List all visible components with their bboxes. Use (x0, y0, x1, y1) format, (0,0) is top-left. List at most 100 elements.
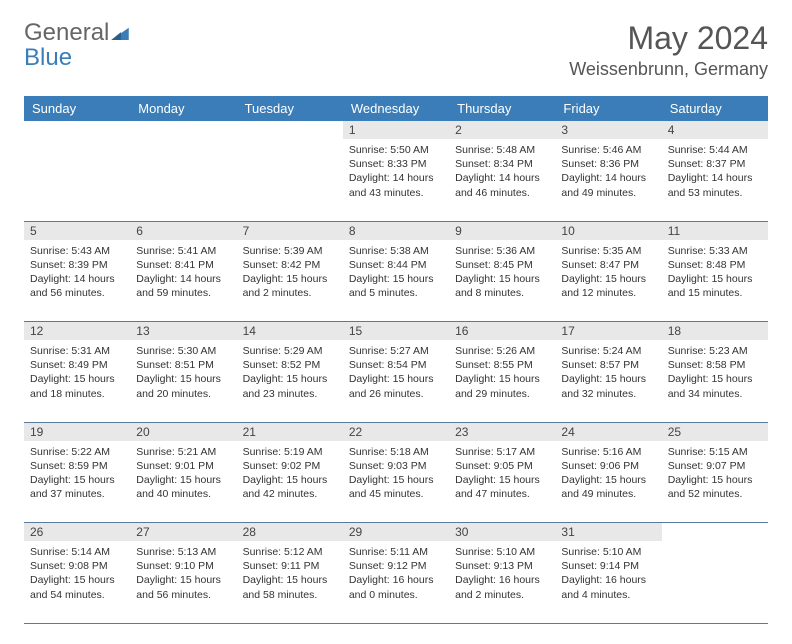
day-number-cell: 31 (555, 523, 661, 542)
day-cell: Sunrise: 5:17 AMSunset: 9:05 PMDaylight:… (449, 441, 555, 523)
calendar-page: GeneralBlue May 2024 Weissenbrunn, Germa… (0, 0, 792, 644)
day-details: Sunrise: 5:35 AMSunset: 8:47 PMDaylight:… (555, 240, 661, 305)
day-details: Sunrise: 5:16 AMSunset: 9:06 PMDaylight:… (555, 441, 661, 506)
day-number-cell: 8 (343, 221, 449, 240)
day-number-cell: 3 (555, 121, 661, 139)
logo: GeneralBlue (24, 20, 129, 70)
day-cell: Sunrise: 5:46 AMSunset: 8:36 PMDaylight:… (555, 139, 661, 221)
logo-text-1: General (24, 19, 109, 46)
day-number-cell: 13 (130, 322, 236, 341)
day-details: Sunrise: 5:18 AMSunset: 9:03 PMDaylight:… (343, 441, 449, 506)
day-details: Sunrise: 5:10 AMSunset: 9:13 PMDaylight:… (449, 541, 555, 606)
day-details: Sunrise: 5:39 AMSunset: 8:42 PMDaylight:… (237, 240, 343, 305)
day-cell: Sunrise: 5:33 AMSunset: 8:48 PMDaylight:… (662, 240, 768, 322)
day-cell: Sunrise: 5:23 AMSunset: 8:58 PMDaylight:… (662, 340, 768, 422)
day-cell: Sunrise: 5:50 AMSunset: 8:33 PMDaylight:… (343, 139, 449, 221)
title-block: May 2024 Weissenbrunn, Germany (569, 20, 768, 80)
day-number-cell: 6 (130, 221, 236, 240)
day-cell: Sunrise: 5:19 AMSunset: 9:02 PMDaylight:… (237, 441, 343, 523)
day-details: Sunrise: 5:24 AMSunset: 8:57 PMDaylight:… (555, 340, 661, 405)
day-cell: Sunrise: 5:27 AMSunset: 8:54 PMDaylight:… (343, 340, 449, 422)
day-cell: Sunrise: 5:24 AMSunset: 8:57 PMDaylight:… (555, 340, 661, 422)
day-number-cell: 19 (24, 422, 130, 441)
day-cell: Sunrise: 5:36 AMSunset: 8:45 PMDaylight:… (449, 240, 555, 322)
day-cell: Sunrise: 5:10 AMSunset: 9:13 PMDaylight:… (449, 541, 555, 623)
day-cell: Sunrise: 5:12 AMSunset: 9:11 PMDaylight:… (237, 541, 343, 623)
day-number-cell: 5 (24, 221, 130, 240)
day-cell: Sunrise: 5:21 AMSunset: 9:01 PMDaylight:… (130, 441, 236, 523)
day-details: Sunrise: 5:43 AMSunset: 8:39 PMDaylight:… (24, 240, 130, 305)
day-details: Sunrise: 5:27 AMSunset: 8:54 PMDaylight:… (343, 340, 449, 405)
day-header: Tuesday (237, 96, 343, 121)
day-cell (130, 139, 236, 221)
day-number-cell: 4 (662, 121, 768, 139)
day-header: Thursday (449, 96, 555, 121)
page-header: GeneralBlue May 2024 Weissenbrunn, Germa… (24, 20, 768, 80)
day-cell: Sunrise: 5:39 AMSunset: 8:42 PMDaylight:… (237, 240, 343, 322)
day-header: Wednesday (343, 96, 449, 121)
day-details: Sunrise: 5:10 AMSunset: 9:14 PMDaylight:… (555, 541, 661, 606)
day-number-cell: 23 (449, 422, 555, 441)
day-content-row: Sunrise: 5:50 AMSunset: 8:33 PMDaylight:… (24, 139, 768, 221)
day-number-cell: 17 (555, 322, 661, 341)
day-cell: Sunrise: 5:15 AMSunset: 9:07 PMDaylight:… (662, 441, 768, 523)
day-content-row: Sunrise: 5:31 AMSunset: 8:49 PMDaylight:… (24, 340, 768, 422)
day-header: Monday (130, 96, 236, 121)
day-details: Sunrise: 5:33 AMSunset: 8:48 PMDaylight:… (662, 240, 768, 305)
day-details: Sunrise: 5:48 AMSunset: 8:34 PMDaylight:… (449, 139, 555, 204)
day-header-row: Sunday Monday Tuesday Wednesday Thursday… (24, 96, 768, 121)
day-details: Sunrise: 5:21 AMSunset: 9:01 PMDaylight:… (130, 441, 236, 506)
day-number-row: 19202122232425 (24, 422, 768, 441)
day-cell: Sunrise: 5:18 AMSunset: 9:03 PMDaylight:… (343, 441, 449, 523)
day-number-cell (662, 523, 768, 542)
day-details: Sunrise: 5:30 AMSunset: 8:51 PMDaylight:… (130, 340, 236, 405)
day-number-cell: 26 (24, 523, 130, 542)
logo-triangle-icon (111, 20, 129, 45)
day-number-cell: 7 (237, 221, 343, 240)
day-details: Sunrise: 5:11 AMSunset: 9:12 PMDaylight:… (343, 541, 449, 606)
day-number-cell: 30 (449, 523, 555, 542)
day-details: Sunrise: 5:15 AMSunset: 9:07 PMDaylight:… (662, 441, 768, 506)
day-cell: Sunrise: 5:29 AMSunset: 8:52 PMDaylight:… (237, 340, 343, 422)
day-number-cell: 9 (449, 221, 555, 240)
logo-text-2: Blue (24, 44, 72, 71)
day-number-row: 567891011 (24, 221, 768, 240)
day-number-row: 1234 (24, 121, 768, 139)
day-details: Sunrise: 5:44 AMSunset: 8:37 PMDaylight:… (662, 139, 768, 204)
day-cell: Sunrise: 5:22 AMSunset: 8:59 PMDaylight:… (24, 441, 130, 523)
day-number-cell: 24 (555, 422, 661, 441)
day-cell: Sunrise: 5:43 AMSunset: 8:39 PMDaylight:… (24, 240, 130, 322)
day-header: Friday (555, 96, 661, 121)
day-details: Sunrise: 5:29 AMSunset: 8:52 PMDaylight:… (237, 340, 343, 405)
day-number-cell: 14 (237, 322, 343, 341)
day-content-row: Sunrise: 5:43 AMSunset: 8:39 PMDaylight:… (24, 240, 768, 322)
day-header: Sunday (24, 96, 130, 121)
day-cell: Sunrise: 5:35 AMSunset: 8:47 PMDaylight:… (555, 240, 661, 322)
day-cell: Sunrise: 5:13 AMSunset: 9:10 PMDaylight:… (130, 541, 236, 623)
day-cell: Sunrise: 5:11 AMSunset: 9:12 PMDaylight:… (343, 541, 449, 623)
day-number-cell: 2 (449, 121, 555, 139)
day-number-cell (24, 121, 130, 139)
day-details: Sunrise: 5:17 AMSunset: 9:05 PMDaylight:… (449, 441, 555, 506)
day-details: Sunrise: 5:46 AMSunset: 8:36 PMDaylight:… (555, 139, 661, 204)
day-content-row: Sunrise: 5:22 AMSunset: 8:59 PMDaylight:… (24, 441, 768, 523)
calendar-table: Sunday Monday Tuesday Wednesday Thursday… (24, 96, 768, 624)
day-number-cell: 21 (237, 422, 343, 441)
location: Weissenbrunn, Germany (569, 59, 768, 80)
day-number-cell: 10 (555, 221, 661, 240)
day-cell: Sunrise: 5:14 AMSunset: 9:08 PMDaylight:… (24, 541, 130, 623)
day-cell (24, 139, 130, 221)
day-details: Sunrise: 5:26 AMSunset: 8:55 PMDaylight:… (449, 340, 555, 405)
day-number-cell: 25 (662, 422, 768, 441)
day-cell: Sunrise: 5:30 AMSunset: 8:51 PMDaylight:… (130, 340, 236, 422)
day-number-row: 262728293031 (24, 523, 768, 542)
day-cell: Sunrise: 5:16 AMSunset: 9:06 PMDaylight:… (555, 441, 661, 523)
day-number-cell: 18 (662, 322, 768, 341)
day-number-cell: 28 (237, 523, 343, 542)
day-details: Sunrise: 5:31 AMSunset: 8:49 PMDaylight:… (24, 340, 130, 405)
day-header: Saturday (662, 96, 768, 121)
day-number-cell: 15 (343, 322, 449, 341)
day-details: Sunrise: 5:38 AMSunset: 8:44 PMDaylight:… (343, 240, 449, 305)
month-title: May 2024 (569, 20, 768, 57)
day-details: Sunrise: 5:22 AMSunset: 8:59 PMDaylight:… (24, 441, 130, 506)
